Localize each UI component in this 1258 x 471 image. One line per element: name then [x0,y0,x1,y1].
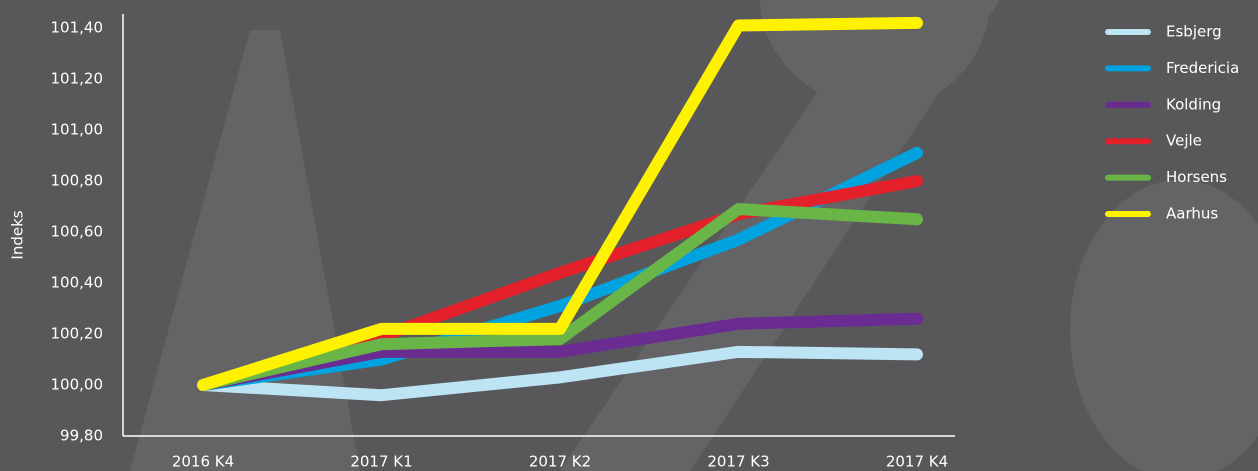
x-tick-label: 2017 K4 [886,453,948,471]
watermark-shape [760,0,990,110]
y-tick-label: 101,40 [51,19,104,37]
y-tick-label: 100,40 [51,274,104,292]
watermark-shape [1070,180,1258,471]
y-tick-label: 99,80 [60,427,103,445]
x-tick-label: 2016 K4 [172,453,234,471]
x-tick-label: 2017 K3 [707,453,769,471]
series-line [197,203,923,391]
series-line [197,345,923,402]
y-tick-label: 101,20 [51,70,104,88]
y-axis-label: Indeks [9,210,27,259]
x-tick-label: 2017 K1 [350,453,412,471]
y-tick-label: 100,60 [51,223,104,241]
legend-label: Horsens [1166,168,1227,186]
legend-label: Fredericia [1166,59,1239,77]
y-tick-label: 100,80 [51,172,104,190]
legend-label: Esbjerg [1166,23,1222,41]
watermark-shape [130,30,360,471]
watermark-shape [560,0,1000,471]
legend-label: Aarhus [1166,205,1218,223]
legend-label: Vejle [1166,132,1202,150]
series-line [197,16,923,391]
y-tick-label: 101,00 [51,121,104,139]
y-tick-label: 100,00 [51,376,104,394]
x-tick-label: 2017 K2 [529,453,591,471]
legend-label: Kolding [1166,95,1221,113]
y-tick-label: 100,20 [51,325,104,343]
